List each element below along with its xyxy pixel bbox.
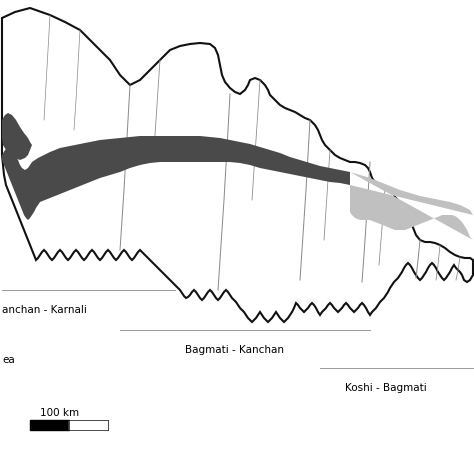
Polygon shape <box>2 8 473 322</box>
Text: ea: ea <box>2 355 15 365</box>
Text: anchan - Karnali: anchan - Karnali <box>2 305 87 315</box>
Polygon shape <box>2 136 350 220</box>
Text: Koshi - Bagmati: Koshi - Bagmati <box>345 383 427 393</box>
Polygon shape <box>350 172 473 240</box>
Polygon shape <box>2 113 32 160</box>
Text: 100 km: 100 km <box>40 408 79 418</box>
Text: Bagmati - Kanchan: Bagmati - Kanchan <box>185 345 284 355</box>
